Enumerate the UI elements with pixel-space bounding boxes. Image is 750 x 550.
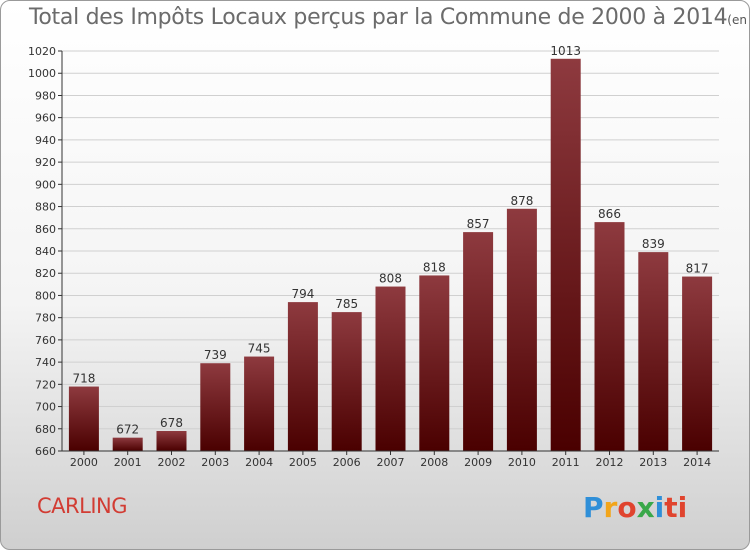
- bar-2013: [638, 252, 669, 451]
- logo-letter-p: P: [583, 491, 604, 524]
- x-tick-label: 2013: [639, 456, 667, 469]
- x-tick-label: 2004: [245, 456, 273, 469]
- bar-2010: [506, 208, 537, 451]
- y-tick-label: 760: [35, 334, 56, 347]
- bar-2004: [244, 356, 275, 451]
- x-tick-label: 2001: [114, 456, 142, 469]
- data-label: 839: [642, 237, 665, 251]
- y-tick-label: 920: [35, 156, 56, 169]
- y-tick-label: 1000: [28, 67, 56, 80]
- data-label: 866: [598, 207, 621, 221]
- bar-2007: [375, 286, 406, 451]
- y-tick-label: 800: [35, 289, 56, 302]
- y-tick-label: 880: [35, 201, 56, 214]
- y-tick-label: 1020: [28, 45, 56, 58]
- bar-2006: [331, 312, 362, 451]
- chart-subtitle: (en milliers d'€): [727, 13, 749, 27]
- x-tick-label: 2005: [289, 456, 317, 469]
- bar-2012: [594, 222, 625, 451]
- logo-letter-ti: ti: [664, 491, 688, 524]
- y-tick-label: 900: [35, 178, 56, 191]
- x-tick-label: 2003: [201, 456, 229, 469]
- data-label: 817: [686, 262, 709, 276]
- x-tick-label: 2007: [377, 456, 405, 469]
- bar-2005: [287, 302, 318, 451]
- data-label: 808: [379, 272, 402, 286]
- data-label: 1013: [550, 44, 581, 58]
- bar-2009: [463, 232, 494, 451]
- chart-title-text: Total des Impôts Locaux perçus par la Co…: [29, 5, 728, 30]
- y-tick-label: 860: [35, 223, 56, 236]
- y-tick-label: 680: [35, 423, 56, 436]
- bar-2008: [419, 275, 450, 451]
- data-label: 878: [510, 194, 533, 208]
- x-tick-label: 2002: [158, 456, 186, 469]
- y-tick-label: 700: [35, 401, 56, 414]
- bar-2014: [682, 276, 713, 451]
- bar-2001: [112, 437, 143, 451]
- data-label: 739: [204, 348, 227, 362]
- bar-2003: [200, 363, 231, 451]
- x-tick-label: 2008: [420, 456, 448, 469]
- x-tick-label: 2000: [70, 456, 98, 469]
- bar-2011: [550, 58, 581, 452]
- data-label: 672: [116, 423, 139, 437]
- y-tick-label: 780: [35, 312, 56, 325]
- x-tick-label: 2006: [333, 456, 361, 469]
- bar-2002: [156, 431, 187, 451]
- x-tick-label: 2012: [596, 456, 624, 469]
- data-label: 745: [248, 342, 271, 356]
- x-tick-label: 2014: [683, 456, 711, 469]
- x-tick-label: 2009: [464, 456, 492, 469]
- logo-letter-o: o: [617, 491, 637, 524]
- chart-title: Total des Impôts Locaux perçus par la Co…: [29, 5, 749, 30]
- data-label: 718: [72, 372, 95, 386]
- logo-letter-r: r: [603, 491, 618, 524]
- bar-2000: [68, 386, 99, 451]
- data-label: 818: [423, 260, 446, 274]
- logo-letter-x: x: [636, 491, 655, 524]
- y-tick-label: 720: [35, 378, 56, 391]
- y-tick-label: 960: [35, 112, 56, 125]
- x-tick-label: 2010: [508, 456, 536, 469]
- x-tick-label: 2011: [552, 456, 580, 469]
- data-label: 678: [160, 416, 183, 430]
- y-tick-label: 660: [35, 445, 56, 458]
- y-tick-label: 980: [35, 89, 56, 102]
- data-label: 785: [335, 297, 358, 311]
- logo-letter-i: i: [654, 491, 665, 524]
- y-tick-label: 820: [35, 267, 56, 280]
- data-label: 857: [467, 217, 490, 231]
- y-tick-label: 740: [35, 356, 56, 369]
- data-label: 794: [291, 287, 314, 301]
- y-tick-label: 940: [35, 134, 56, 147]
- y-tick-label: 840: [35, 245, 56, 258]
- commune-name: CARLING: [37, 494, 128, 518]
- proxiti-logo: Proxiti: [583, 491, 687, 524]
